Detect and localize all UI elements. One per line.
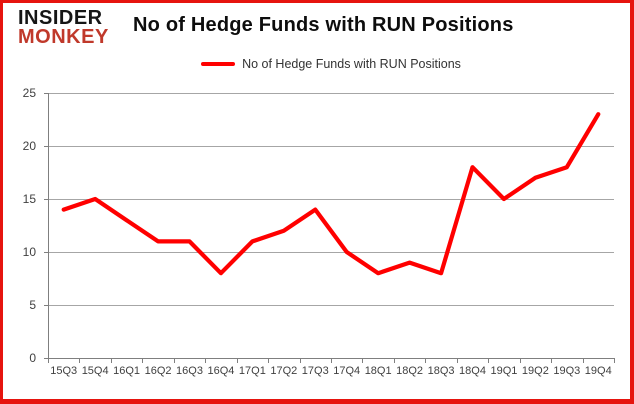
y-axis-tick	[44, 146, 48, 147]
x-axis-label: 17Q2	[270, 365, 298, 377]
y-axis-tick	[44, 358, 48, 359]
y-axis-tick	[44, 93, 48, 94]
x-axis-tick	[79, 359, 81, 363]
x-axis-line	[48, 358, 615, 359]
legend: No of Hedge Funds with RUN Positions	[48, 57, 614, 71]
x-axis-label: 16Q4	[207, 365, 235, 377]
x-axis-tick	[551, 359, 553, 363]
gridline-y-25	[48, 93, 614, 94]
x-axis-tick	[582, 359, 584, 363]
y-axis-tick	[44, 252, 48, 253]
legend-label: No of Hedge Funds with RUN Positions	[242, 57, 461, 71]
insider-monkey-logo: INSIDER MONKEY	[18, 7, 109, 48]
y-axis-label: 25	[22, 86, 36, 100]
gridline-y-20	[48, 146, 614, 147]
y-axis-label: 0	[29, 351, 36, 365]
y-axis-label: 5	[29, 298, 36, 312]
x-axis-tick	[488, 359, 490, 363]
x-axis-label: 18Q2	[396, 365, 424, 377]
x-axis-tick	[614, 359, 615, 363]
gridline-y-5	[48, 305, 614, 306]
chart-title: No of Hedge Funds with RUN Positions	[133, 14, 514, 36]
x-axis-label: 19Q4	[584, 365, 612, 377]
y-axis-label: 15	[22, 192, 36, 206]
gridline-y-15	[48, 199, 614, 200]
x-axis-label: 16Q2	[144, 365, 172, 377]
series-line-no-of-hedge-funds-with-run-positions	[61, 112, 601, 276]
x-axis-label: 15Q4	[81, 365, 109, 377]
x-axis-tick	[173, 359, 175, 363]
y-axis-tick	[44, 305, 48, 306]
x-axis-tick	[331, 359, 332, 363]
x-axis-label: 17Q3	[301, 365, 329, 377]
x-axis-label: 19Q1	[490, 365, 518, 377]
x-axis-label: 18Q3	[427, 365, 455, 377]
x-axis-tick	[425, 359, 427, 363]
x-axis-tick	[456, 359, 458, 363]
legend-red-line-icon	[201, 61, 236, 67]
x-axis-tick	[362, 359, 364, 363]
x-axis-label: 17Q1	[238, 365, 266, 377]
x-axis-label: 19Q3	[553, 365, 581, 377]
x-axis-label: 16Q3	[176, 365, 203, 377]
x-axis-tick	[205, 359, 207, 363]
x-axis-tick	[519, 359, 521, 363]
logo-monkey-text: MONKEY	[18, 26, 109, 48]
logo-insider-text: INSIDER	[18, 7, 103, 29]
x-axis-tick	[142, 359, 144, 363]
gridline-y-10	[48, 252, 614, 253]
x-axis-label: 18Q1	[364, 365, 392, 377]
x-axis-label: 16Q1	[113, 365, 141, 377]
x-axis-label: 19Q2	[521, 365, 549, 377]
y-axis-label: 10	[22, 245, 36, 259]
x-axis-label: 18Q4	[459, 365, 486, 377]
y-axis-line	[48, 93, 49, 358]
x-axis-tick	[110, 359, 112, 363]
x-axis-tick	[236, 359, 238, 363]
x-axis-tick	[299, 359, 301, 363]
x-axis-tick	[268, 359, 270, 363]
x-axis-tick	[393, 359, 395, 363]
x-axis-label: 15Q3	[50, 365, 78, 377]
x-axis-tick	[48, 359, 49, 363]
x-axis-label: 17Q4	[333, 365, 361, 377]
y-axis-label: 20	[22, 139, 36, 153]
y-axis-tick	[44, 199, 48, 200]
